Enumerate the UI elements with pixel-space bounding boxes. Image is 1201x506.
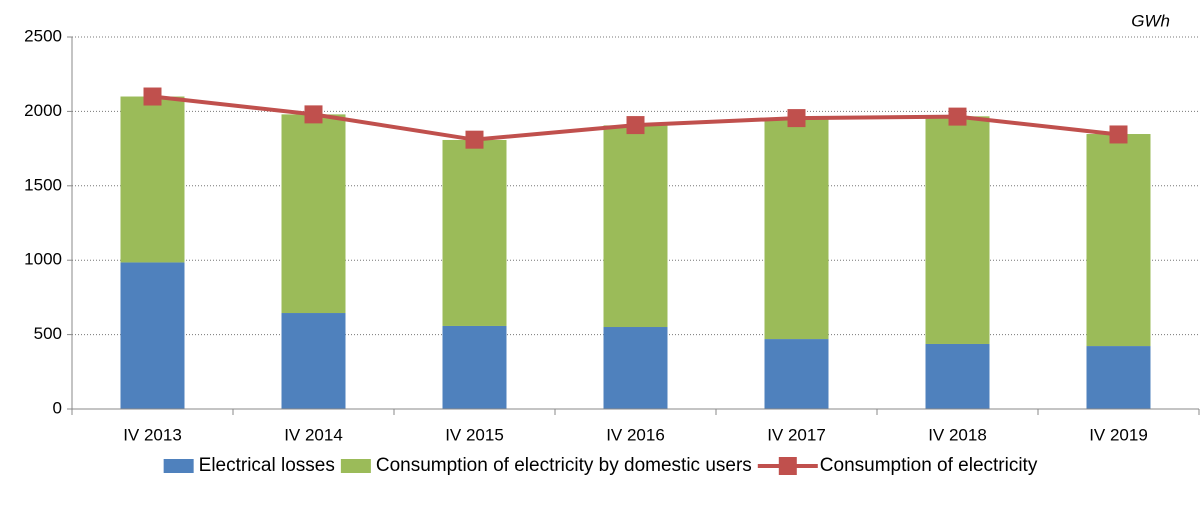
bar [281, 313, 346, 409]
marker [626, 116, 645, 135]
y-tick-label: 2500 [24, 26, 62, 45]
bar [603, 125, 668, 328]
bar [764, 118, 829, 340]
y-tick-label: 0 [53, 398, 62, 417]
legend: Electrical losses Consumption of electric… [163, 455, 1038, 476]
bar [120, 96, 185, 263]
legend-swatch [163, 459, 194, 473]
legend-label: Consumption of electricity by domestic u… [376, 455, 752, 476]
x-tick-label: IV 2019 [1089, 425, 1148, 444]
marker [304, 105, 323, 124]
bar [442, 139, 507, 326]
x-tick-label: IV 2018 [928, 425, 987, 444]
unit-label: GWh [1131, 11, 1170, 30]
legend-swatch [340, 459, 371, 473]
bar [1086, 346, 1151, 409]
bar [925, 116, 990, 344]
marker [1109, 125, 1128, 144]
y-tick-label: 500 [34, 324, 62, 343]
x-tick-label: IV 2015 [445, 425, 504, 444]
bar [281, 114, 346, 314]
marker [143, 87, 162, 106]
legend-swatch [778, 457, 797, 475]
bar [442, 325, 507, 409]
bar [603, 327, 668, 409]
legend-label: Electrical losses [199, 455, 335, 476]
legend-label: Consumption of electricity [820, 455, 1038, 476]
bar [1086, 134, 1151, 347]
marker [465, 130, 484, 149]
y-tick-label: 1500 [24, 175, 62, 194]
bar [764, 339, 829, 409]
y-tick-label: 2000 [24, 101, 62, 120]
bar [120, 262, 185, 409]
x-tick-label: IV 2017 [767, 425, 826, 444]
x-tick-label: IV 2016 [606, 425, 665, 444]
marker [787, 109, 806, 128]
marker [948, 107, 967, 126]
y-tick-label: 1000 [24, 250, 62, 269]
x-tick-label: IV 2013 [123, 425, 182, 444]
bar [925, 343, 990, 409]
x-tick-label: IV 2014 [284, 425, 343, 444]
